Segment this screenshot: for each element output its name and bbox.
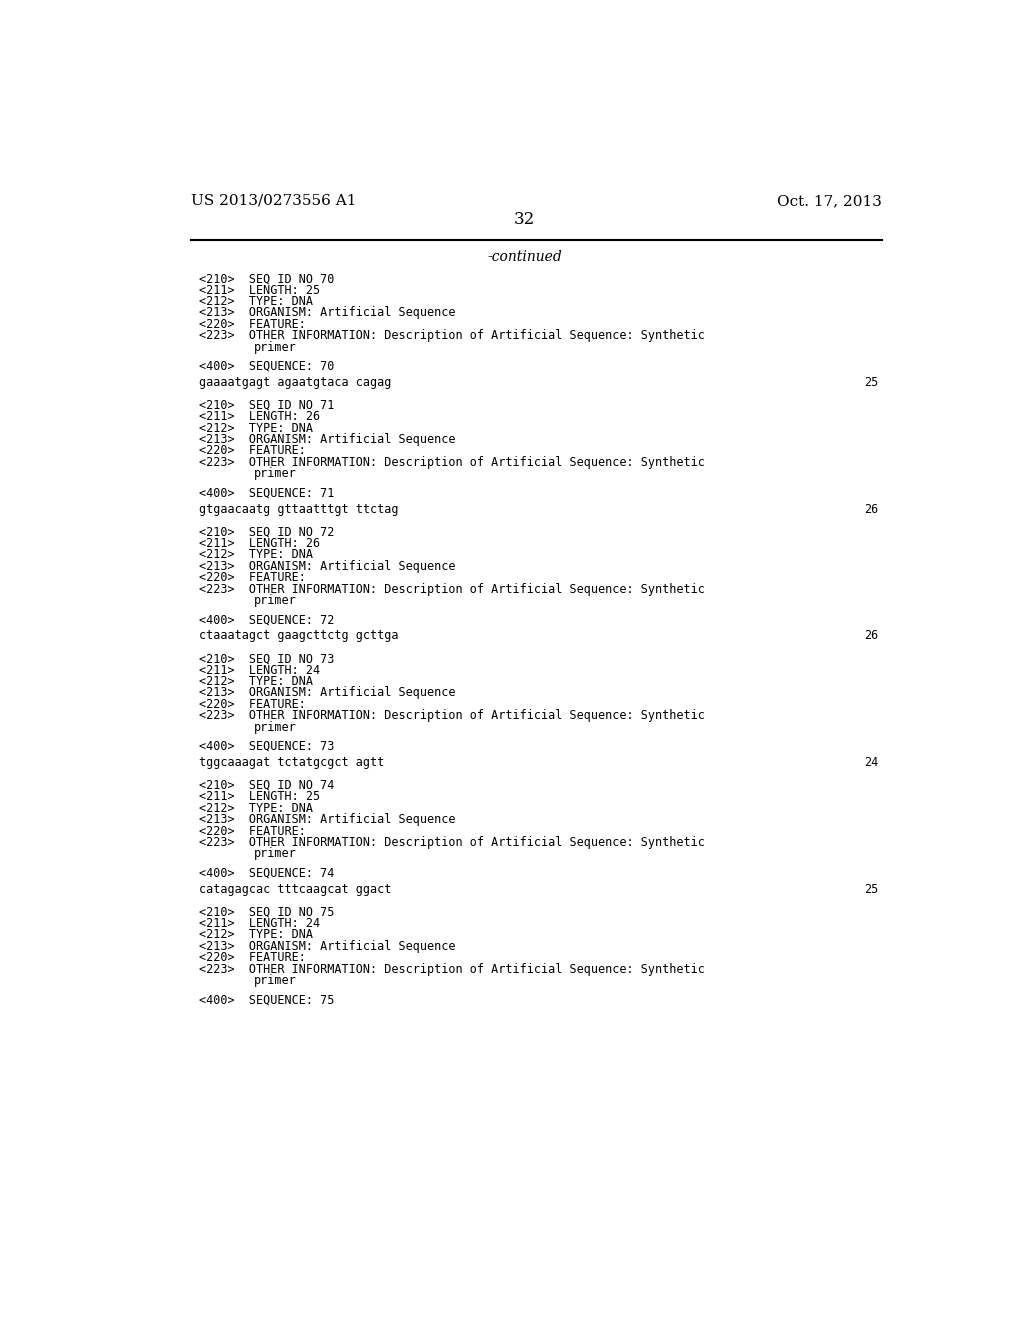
Text: <400>  SEQUENCE: 74: <400> SEQUENCE: 74 bbox=[200, 867, 335, 879]
Text: 26: 26 bbox=[863, 503, 878, 516]
Text: <400>  SEQUENCE: 70: <400> SEQUENCE: 70 bbox=[200, 360, 335, 372]
Text: <220>  FEATURE:: <220> FEATURE: bbox=[200, 825, 306, 837]
Text: <213>  ORGANISM: Artificial Sequence: <213> ORGANISM: Artificial Sequence bbox=[200, 813, 456, 826]
Text: primer: primer bbox=[253, 341, 296, 354]
Text: <212>  TYPE: DNA: <212> TYPE: DNA bbox=[200, 801, 313, 814]
Text: <400>  SEQUENCE: 72: <400> SEQUENCE: 72 bbox=[200, 614, 335, 626]
Text: gtgaacaatg gttaatttgt ttctag: gtgaacaatg gttaatttgt ttctag bbox=[200, 503, 399, 516]
Text: <212>  TYPE: DNA: <212> TYPE: DNA bbox=[200, 294, 313, 308]
Text: <220>  FEATURE:: <220> FEATURE: bbox=[200, 698, 306, 711]
Text: <213>  ORGANISM: Artificial Sequence: <213> ORGANISM: Artificial Sequence bbox=[200, 306, 456, 319]
Text: gaaaatgagt agaatgtaca cagag: gaaaatgagt agaatgtaca cagag bbox=[200, 376, 392, 389]
Text: primer: primer bbox=[253, 594, 296, 607]
Text: <213>  ORGANISM: Artificial Sequence: <213> ORGANISM: Artificial Sequence bbox=[200, 433, 456, 446]
Text: <211>  LENGTH: 25: <211> LENGTH: 25 bbox=[200, 284, 321, 297]
Text: 25: 25 bbox=[863, 376, 878, 389]
Text: ctaaatagct gaagcttctg gcttga: ctaaatagct gaagcttctg gcttga bbox=[200, 630, 399, 643]
Text: <213>  ORGANISM: Artificial Sequence: <213> ORGANISM: Artificial Sequence bbox=[200, 686, 456, 700]
Text: <211>  LENGTH: 24: <211> LENGTH: 24 bbox=[200, 664, 321, 677]
Text: <400>  SEQUENCE: 71: <400> SEQUENCE: 71 bbox=[200, 487, 335, 499]
Text: primer: primer bbox=[253, 721, 296, 734]
Text: <212>  TYPE: DNA: <212> TYPE: DNA bbox=[200, 548, 313, 561]
Text: <212>  TYPE: DNA: <212> TYPE: DNA bbox=[200, 675, 313, 688]
Text: <210>  SEQ ID NO 71: <210> SEQ ID NO 71 bbox=[200, 399, 335, 412]
Text: <210>  SEQ ID NO 74: <210> SEQ ID NO 74 bbox=[200, 779, 335, 792]
Text: primer: primer bbox=[253, 847, 296, 861]
Text: <213>  ORGANISM: Artificial Sequence: <213> ORGANISM: Artificial Sequence bbox=[200, 560, 456, 573]
Text: 25: 25 bbox=[863, 883, 878, 895]
Text: US 2013/0273556 A1: US 2013/0273556 A1 bbox=[191, 194, 357, 209]
Text: <212>  TYPE: DNA: <212> TYPE: DNA bbox=[200, 421, 313, 434]
Text: <220>  FEATURE:: <220> FEATURE: bbox=[200, 952, 306, 964]
Text: <223>  OTHER INFORMATION: Description of Artificial Sequence: Synthetic: <223> OTHER INFORMATION: Description of … bbox=[200, 455, 706, 469]
Text: <211>  LENGTH: 26: <211> LENGTH: 26 bbox=[200, 411, 321, 424]
Text: <211>  LENGTH: 26: <211> LENGTH: 26 bbox=[200, 537, 321, 550]
Text: <211>  LENGTH: 25: <211> LENGTH: 25 bbox=[200, 791, 321, 804]
Text: <213>  ORGANISM: Artificial Sequence: <213> ORGANISM: Artificial Sequence bbox=[200, 940, 456, 953]
Text: <223>  OTHER INFORMATION: Description of Artificial Sequence: Synthetic: <223> OTHER INFORMATION: Description of … bbox=[200, 962, 706, 975]
Text: catagagcac tttcaagcat ggact: catagagcac tttcaagcat ggact bbox=[200, 883, 392, 895]
Text: <210>  SEQ ID NO 75: <210> SEQ ID NO 75 bbox=[200, 906, 335, 919]
Text: <223>  OTHER INFORMATION: Description of Artificial Sequence: Synthetic: <223> OTHER INFORMATION: Description of … bbox=[200, 709, 706, 722]
Text: <220>  FEATURE:: <220> FEATURE: bbox=[200, 318, 306, 331]
Text: <211>  LENGTH: 24: <211> LENGTH: 24 bbox=[200, 917, 321, 931]
Text: primer: primer bbox=[253, 974, 296, 987]
Text: <210>  SEQ ID NO 72: <210> SEQ ID NO 72 bbox=[200, 525, 335, 539]
Text: 26: 26 bbox=[863, 630, 878, 643]
Text: <223>  OTHER INFORMATION: Description of Artificial Sequence: Synthetic: <223> OTHER INFORMATION: Description of … bbox=[200, 836, 706, 849]
Text: <220>  FEATURE:: <220> FEATURE: bbox=[200, 445, 306, 458]
Text: tggcaaagat tctatgcgct agtt: tggcaaagat tctatgcgct agtt bbox=[200, 756, 385, 768]
Text: <223>  OTHER INFORMATION: Description of Artificial Sequence: Synthetic: <223> OTHER INFORMATION: Description of … bbox=[200, 582, 706, 595]
Text: Oct. 17, 2013: Oct. 17, 2013 bbox=[777, 194, 882, 209]
Text: <400>  SEQUENCE: 73: <400> SEQUENCE: 73 bbox=[200, 741, 335, 752]
Text: <223>  OTHER INFORMATION: Description of Artificial Sequence: Synthetic: <223> OTHER INFORMATION: Description of … bbox=[200, 329, 706, 342]
Text: <212>  TYPE: DNA: <212> TYPE: DNA bbox=[200, 928, 313, 941]
Text: <210>  SEQ ID NO 70: <210> SEQ ID NO 70 bbox=[200, 272, 335, 285]
Text: -continued: -continued bbox=[487, 249, 562, 264]
Text: primer: primer bbox=[253, 467, 296, 480]
Text: 32: 32 bbox=[514, 211, 536, 228]
Text: <210>  SEQ ID NO 73: <210> SEQ ID NO 73 bbox=[200, 652, 335, 665]
Text: <400>  SEQUENCE: 75: <400> SEQUENCE: 75 bbox=[200, 994, 335, 1006]
Text: <220>  FEATURE:: <220> FEATURE: bbox=[200, 572, 306, 585]
Text: 24: 24 bbox=[863, 756, 878, 768]
